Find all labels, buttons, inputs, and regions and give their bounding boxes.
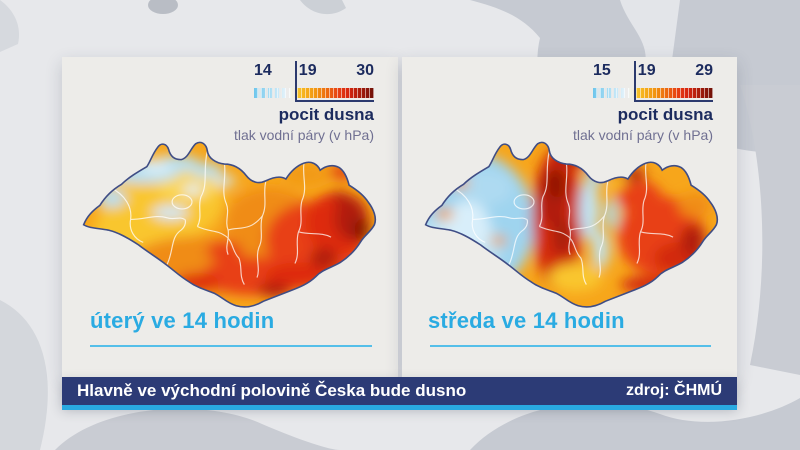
map-panel-tuesday: 14 19 30 pocit dusna tlak vodní páry (v … xyxy=(62,57,398,377)
legend-values: 14 19 30 xyxy=(254,61,374,81)
scale-axis-line xyxy=(294,100,374,102)
legend-title: pocit dusna xyxy=(617,105,713,124)
legend-subtitle: tlak vodní páry (v hPa) xyxy=(233,127,374,143)
legend-max-value: 29 xyxy=(695,62,713,79)
legend-threshold-value: 19 xyxy=(298,62,317,79)
map-panel-wednesday: 15 19 29 pocit dusna tlak vodní páry (v … xyxy=(402,57,737,377)
legend-title: pocit dusna xyxy=(278,105,374,124)
color-scale-bar xyxy=(593,88,713,98)
legend-max-value: 30 xyxy=(356,62,374,79)
map-caption-tuesday: úterý ve 14 hodin xyxy=(90,308,275,333)
legend-values: 15 19 29 xyxy=(593,61,713,81)
legend-min-value: 15 xyxy=(593,62,611,79)
legend-subtitle: tlak vodní páry (v hPa) xyxy=(572,127,713,143)
caption-underline xyxy=(430,345,711,347)
czech-heatmap-tuesday xyxy=(82,141,377,308)
source-credit: zdroj: ČHMÚ xyxy=(626,382,722,399)
banner-accent-strip xyxy=(62,405,737,410)
headline-text: Hlavně ve východní polovině Česka bude d… xyxy=(77,381,467,400)
headline-banner: Hlavně ve východní polovině Česka bude d… xyxy=(62,377,737,405)
czech-heatmap-wednesday xyxy=(424,141,719,308)
scale-tick-line xyxy=(633,61,636,102)
legend-threshold-value: 19 xyxy=(637,62,656,79)
color-scale-bar xyxy=(254,88,374,98)
humidity-legend-wednesday: 15 19 29 pocit dusna tlak vodní páry (v … xyxy=(573,61,713,147)
humidity-legend-tuesday: 14 19 30 pocit dusna tlak vodní páry (v … xyxy=(234,61,374,147)
legend-min-value: 14 xyxy=(254,62,272,79)
scale-tick-line xyxy=(294,61,297,102)
map-caption-wednesday: středa ve 14 hodin xyxy=(428,308,625,333)
caption-underline xyxy=(90,345,372,347)
scale-axis-line xyxy=(633,100,713,102)
